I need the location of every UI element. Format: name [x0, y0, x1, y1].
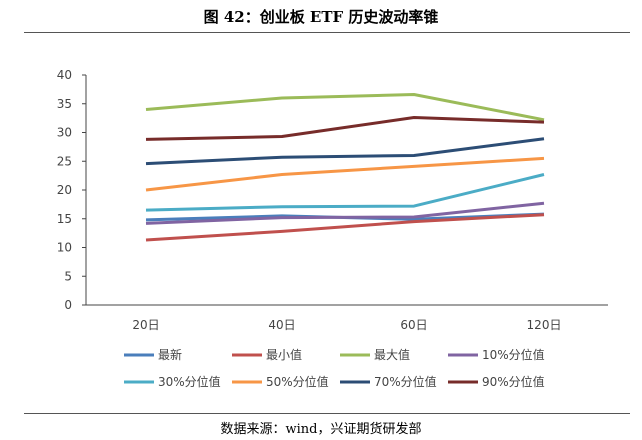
- chart-title: 图 42：创业板 ETF 历史波动率锥: [203, 8, 439, 26]
- y-tick-label: 0: [64, 298, 72, 312]
- series-line-2: [145, 93, 545, 122]
- line-chart: 0 5 10 15 20 25 30 35 40 20日 40日 60日 120日 最新 最小值 最大值 10…: [57, 68, 608, 389]
- series-line-1: [145, 213, 545, 242]
- series-line-7: [145, 116, 545, 141]
- y-tick-label: 35: [57, 97, 72, 111]
- legend-label: 70%分位值: [374, 374, 437, 389]
- y-tick-label: 25: [57, 154, 72, 168]
- series-line-3: [145, 201, 545, 225]
- series-line-5: [145, 156, 545, 192]
- legend-label: 最小值: [266, 347, 302, 362]
- y-tick-label: 10: [57, 241, 72, 255]
- chart-axes: 0 5 10 15 20 25 30 35 40 20日 40日 60日 120日: [57, 68, 608, 332]
- y-tick-label: 30: [57, 126, 72, 140]
- legend-label: 最大值: [374, 347, 410, 362]
- x-tick-label: 20日: [132, 318, 159, 332]
- series-line-4: [145, 173, 545, 212]
- top-divider: [24, 32, 630, 33]
- source-note: 数据来源：wind，兴证期货研发部: [220, 422, 422, 437]
- bottom-divider: [24, 413, 630, 414]
- legend-label: 10%分位值: [482, 347, 545, 362]
- chart-series: [145, 93, 545, 242]
- series-line-6: [145, 137, 545, 166]
- y-tick-label: 15: [57, 212, 72, 226]
- x-tick-label: 40日: [268, 318, 295, 332]
- y-tick-label: 40: [57, 68, 72, 82]
- y-tick-label: 5: [64, 269, 72, 283]
- y-tick-label: 20: [57, 183, 72, 197]
- legend-label: 30%分位值: [158, 374, 221, 389]
- chart-legend: 最新 最小值 最大值 10%分位值 30%分位值 50%分位值 70%分位值 90%分位值: [124, 347, 545, 389]
- legend-label: 50%分位值: [266, 374, 329, 389]
- legend-label: 90%分位值: [482, 374, 545, 389]
- legend-label: 最新: [158, 347, 182, 362]
- x-tick-label: 120日: [527, 318, 562, 332]
- x-tick-label: 60日: [400, 318, 427, 332]
